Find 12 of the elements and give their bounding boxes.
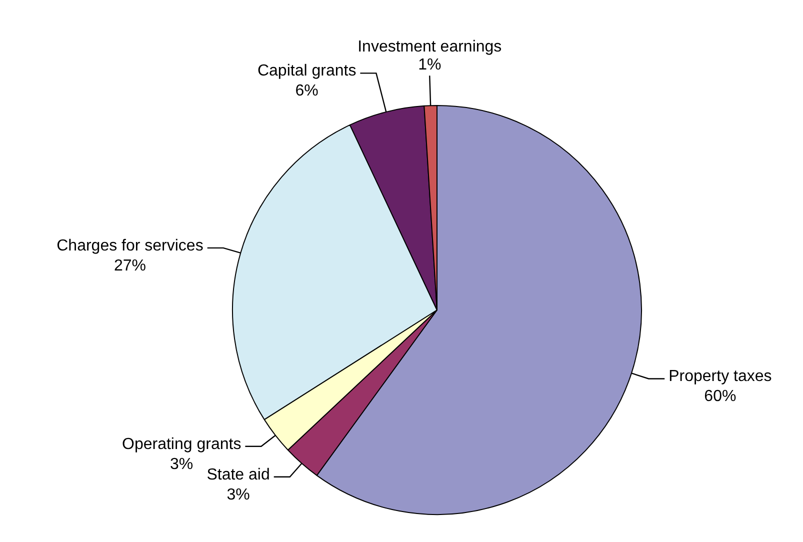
data-label: 6% [295,82,318,100]
slice-label: Investment earnings [358,38,502,56]
slice-label: Capital grants [257,62,356,80]
slice-label: Property taxes [668,368,772,386]
data-label: 27% [114,257,146,274]
slice-label: Operating grants [122,436,242,453]
data-label: 1% [418,56,442,74]
slice-label: Charges for services [56,237,204,254]
slice-label: State aid [206,466,270,484]
data-label: 3% [226,486,250,504]
data-label: 60% [704,388,736,406]
data-label: 3% [170,456,194,473]
